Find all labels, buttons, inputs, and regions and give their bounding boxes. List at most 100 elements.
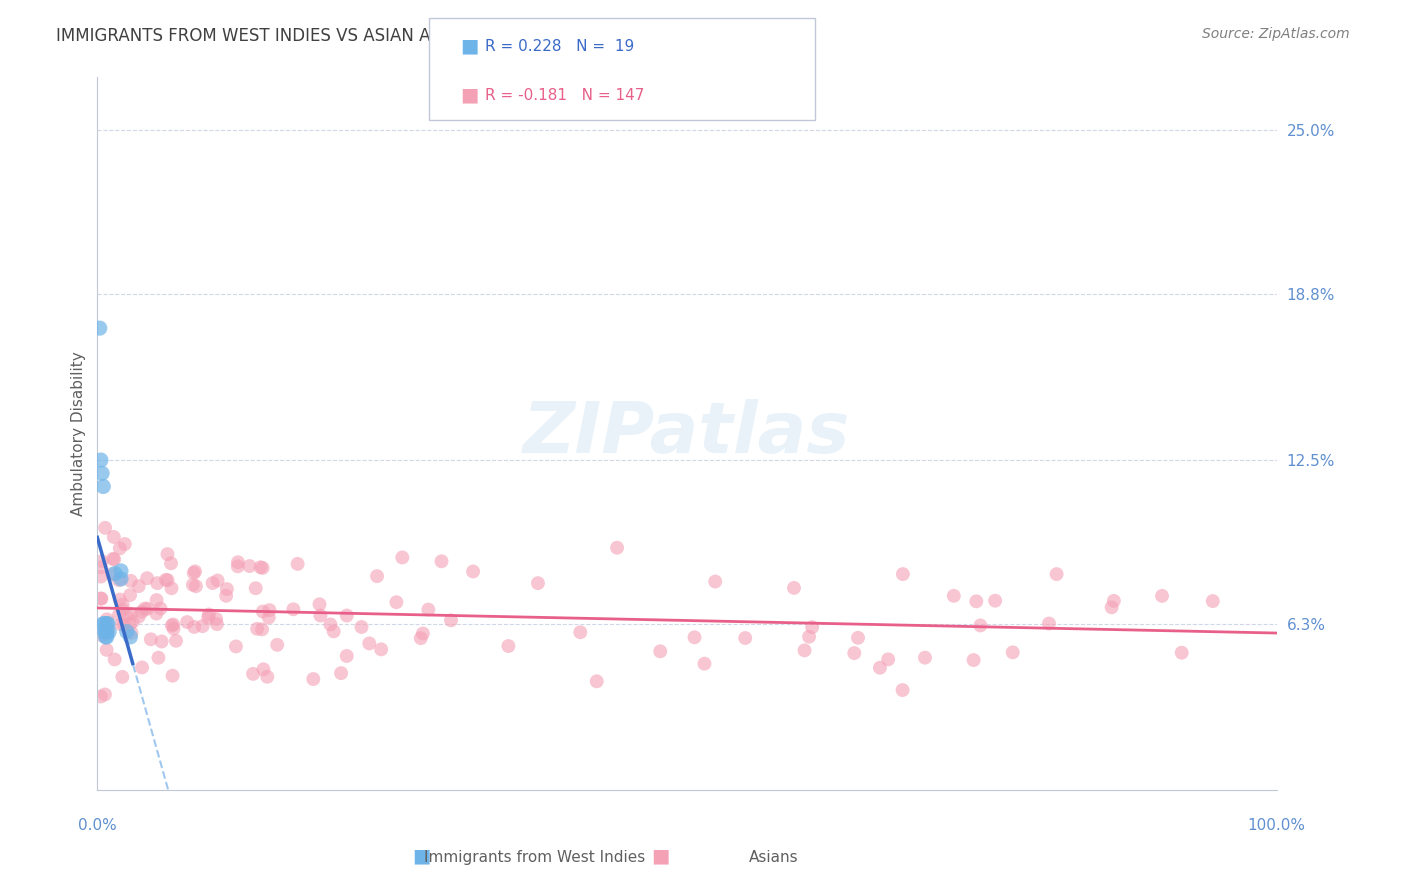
Point — [110, 564, 132, 578]
Text: R = 0.228   N =  19: R = 0.228 N = 19 — [485, 39, 634, 54]
Point — [149, 601, 172, 615]
Point — [91, 479, 114, 493]
Point — [391, 550, 413, 565]
Point — [90, 453, 112, 467]
Point — [176, 615, 198, 629]
Point — [90, 569, 112, 583]
Point — [370, 642, 392, 657]
Point — [207, 574, 229, 588]
Point — [104, 566, 127, 581]
Point — [114, 537, 136, 551]
Point — [160, 557, 183, 571]
Point — [134, 601, 156, 615]
Point — [302, 672, 325, 686]
Point — [891, 567, 914, 582]
Point — [430, 554, 453, 568]
Point — [238, 559, 260, 574]
Text: IMMIGRANTS FROM WEST INDIES VS ASIAN AMBULATORY DISABILITY CORRELATION CHART: IMMIGRANTS FROM WEST INDIES VS ASIAN AMB… — [56, 27, 813, 45]
Point — [162, 669, 184, 683]
Point — [90, 591, 112, 606]
Point — [112, 617, 135, 632]
Point — [225, 640, 247, 654]
Point — [1101, 600, 1123, 615]
Point — [412, 626, 434, 640]
Point — [319, 617, 342, 632]
Point — [111, 598, 134, 612]
Point — [90, 690, 112, 704]
Point — [108, 592, 131, 607]
Point — [90, 554, 112, 568]
Point — [90, 591, 112, 606]
Point — [359, 636, 381, 650]
Point — [160, 618, 183, 632]
Point — [418, 602, 440, 616]
Point — [250, 623, 273, 637]
Point — [121, 615, 143, 629]
Point — [96, 616, 118, 631]
Point — [205, 612, 228, 626]
Point — [877, 652, 900, 666]
Point — [309, 608, 332, 623]
Text: 100.0%: 100.0% — [1247, 819, 1306, 833]
Point — [155, 573, 177, 587]
Point — [101, 551, 124, 566]
Text: R = -0.181   N = 147: R = -0.181 N = 147 — [485, 88, 644, 103]
Point — [131, 660, 153, 674]
Point — [128, 609, 150, 624]
Text: 0.0%: 0.0% — [77, 819, 117, 833]
Point — [181, 578, 204, 592]
Point — [111, 670, 134, 684]
Point — [734, 631, 756, 645]
Point — [108, 607, 131, 622]
Point — [96, 643, 118, 657]
Point — [246, 622, 269, 636]
Point — [162, 622, 184, 636]
Point — [783, 581, 806, 595]
Point — [118, 617, 141, 632]
Point — [215, 582, 238, 596]
Point — [91, 628, 114, 642]
Point — [110, 572, 132, 586]
Point — [104, 652, 127, 666]
Point — [287, 557, 309, 571]
Point — [198, 607, 221, 622]
Point — [693, 657, 716, 671]
Point — [145, 593, 167, 607]
Point — [97, 621, 120, 635]
Point — [797, 630, 820, 644]
Point — [440, 613, 463, 627]
Point — [1150, 589, 1173, 603]
Point — [139, 632, 162, 647]
Point — [257, 610, 280, 624]
Point — [205, 617, 228, 632]
Point — [93, 616, 115, 631]
Point — [801, 620, 824, 634]
Point — [96, 624, 118, 639]
Y-axis label: Ambulatory Disability: Ambulatory Disability — [72, 351, 86, 516]
Point — [793, 643, 815, 657]
Point — [942, 589, 965, 603]
Point — [108, 541, 131, 556]
Point — [96, 612, 118, 626]
Point — [201, 576, 224, 591]
Point — [1038, 616, 1060, 631]
Point — [184, 565, 207, 579]
Text: Immigrants from West Indies: Immigrants from West Indies — [423, 850, 645, 865]
Point — [914, 650, 936, 665]
Point — [120, 588, 142, 602]
Point — [242, 666, 264, 681]
Text: Asians: Asians — [748, 850, 799, 865]
Point — [148, 650, 170, 665]
Point — [1202, 594, 1225, 608]
Point — [108, 573, 131, 587]
Point — [256, 670, 278, 684]
Text: ■: ■ — [460, 86, 478, 105]
Point — [385, 595, 408, 609]
Point — [191, 619, 214, 633]
Point — [94, 521, 117, 535]
Point — [121, 625, 143, 640]
Point — [90, 560, 112, 574]
Point — [350, 620, 373, 634]
Text: ■: ■ — [412, 847, 432, 865]
Point — [97, 626, 120, 640]
